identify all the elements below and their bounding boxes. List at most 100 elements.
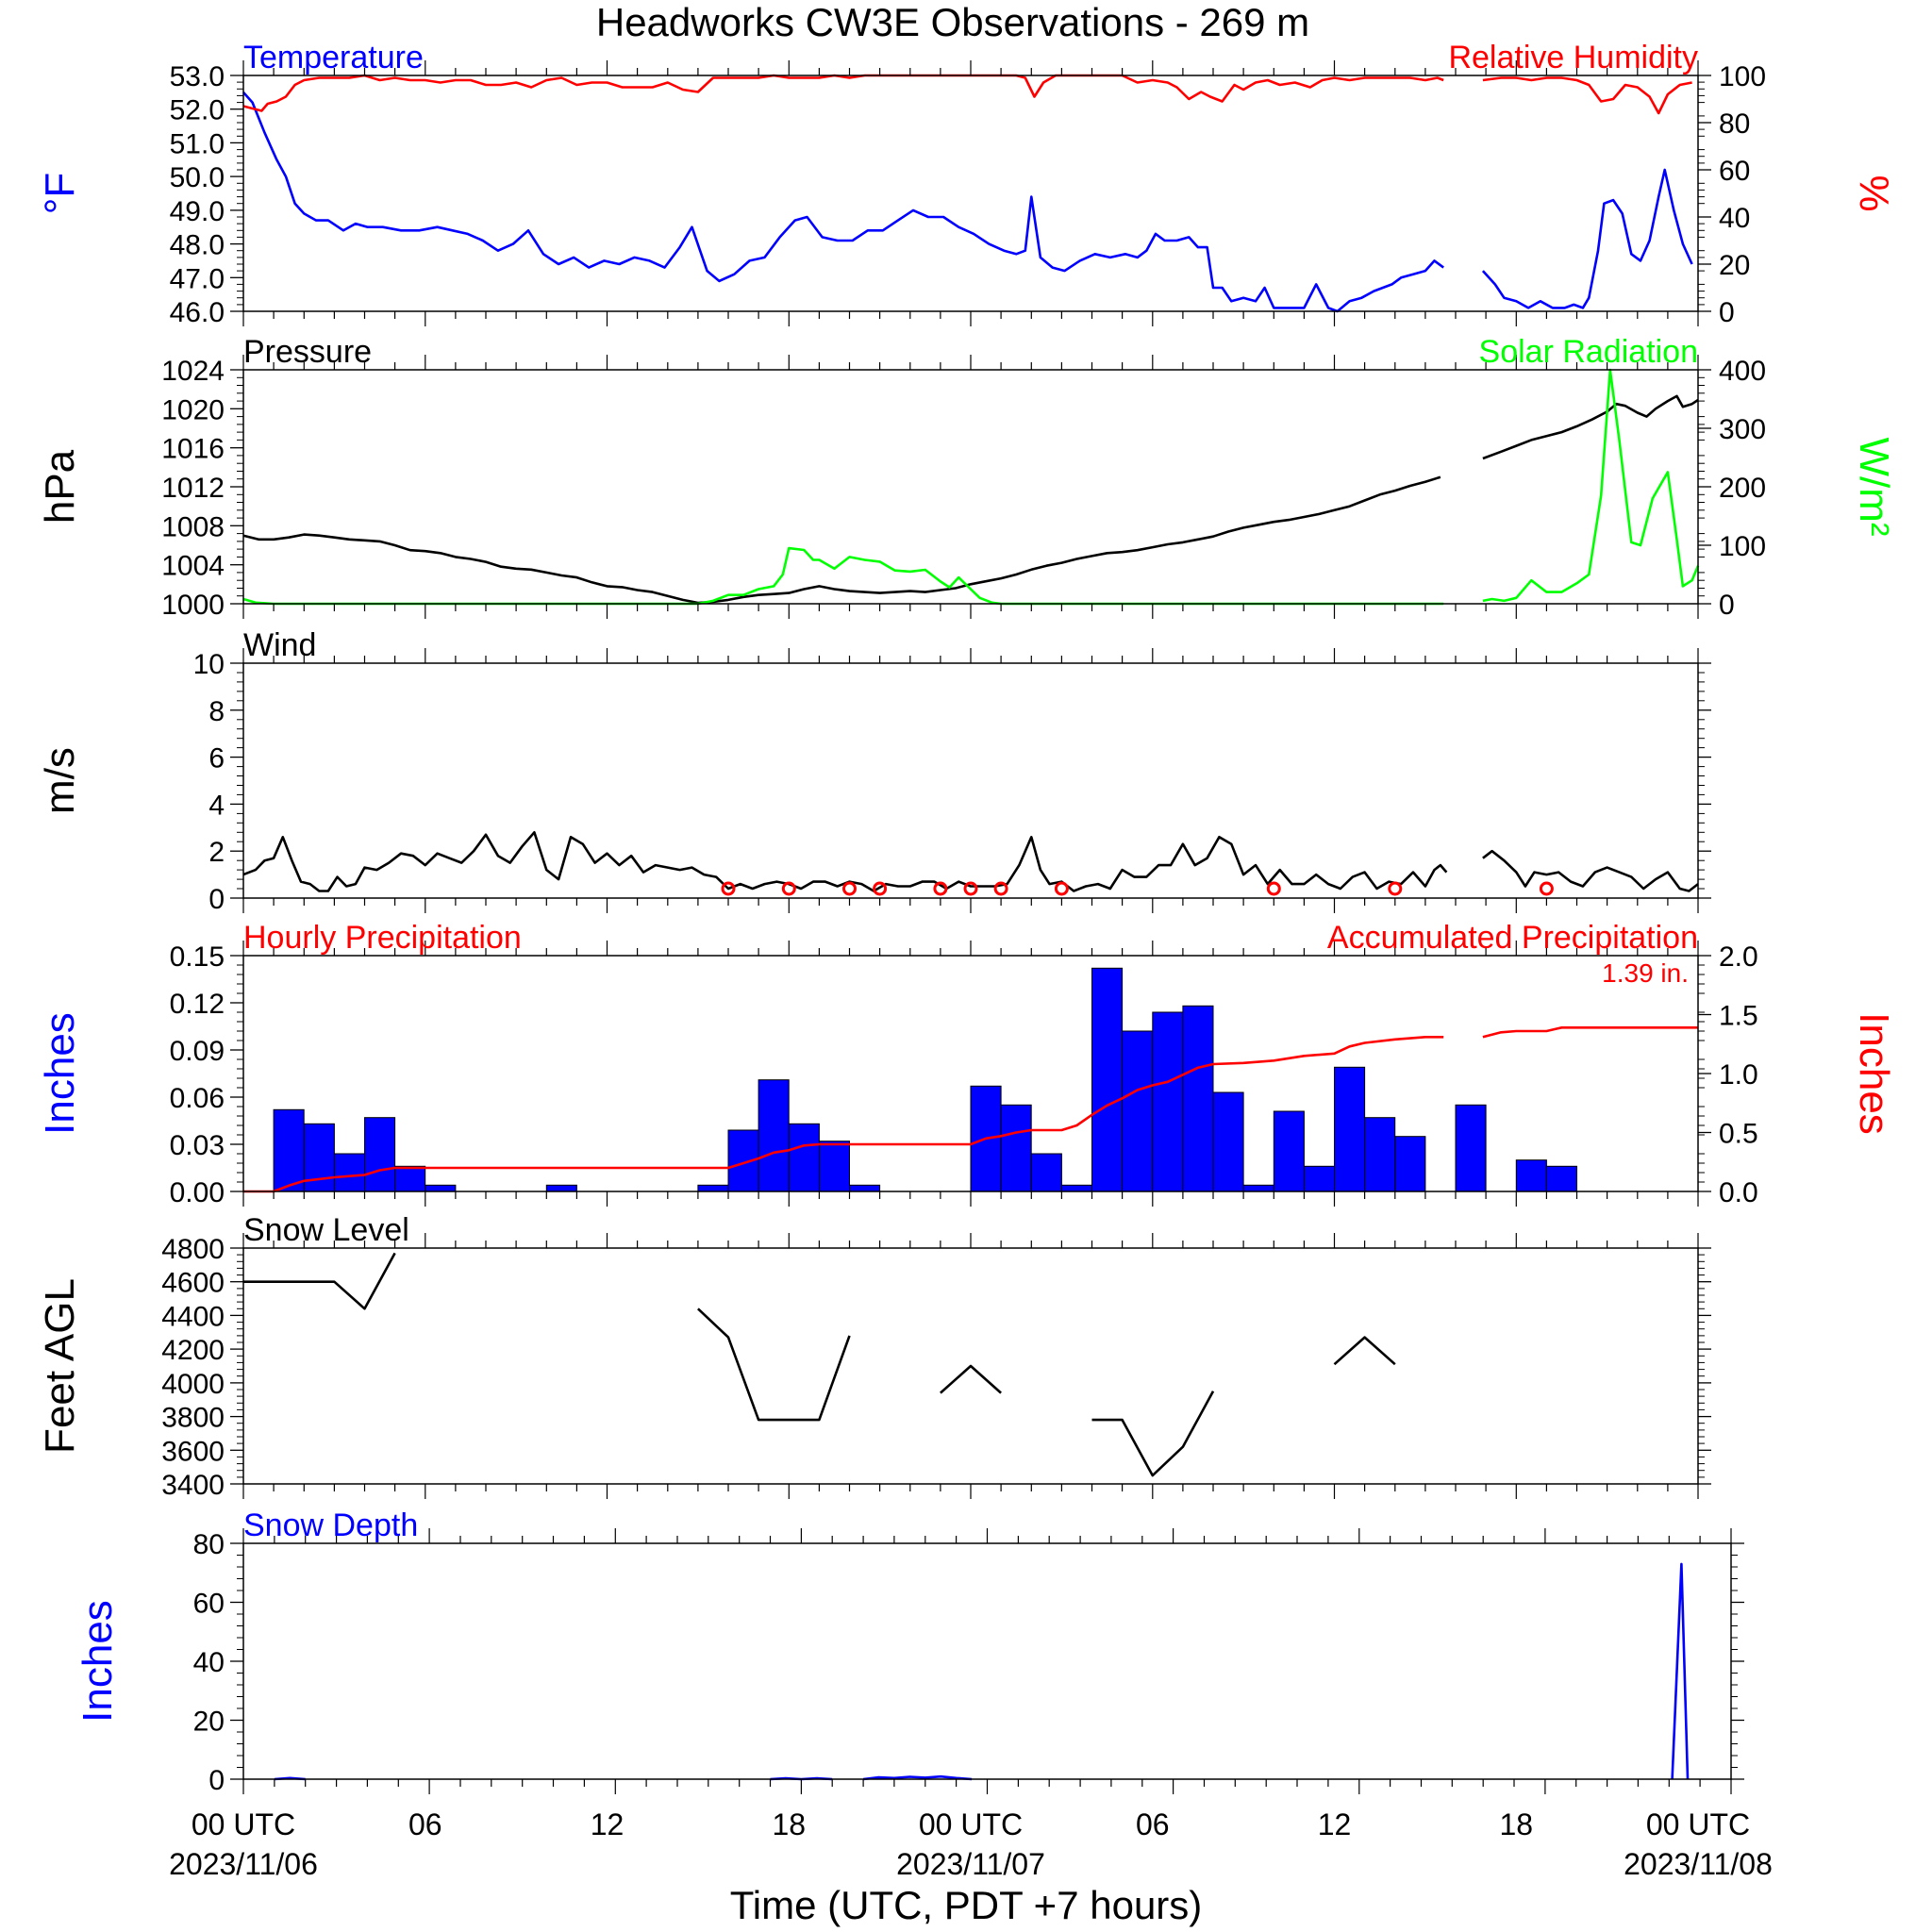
panel-frame	[242, 369, 1699, 605]
panel-temperature-humidity: 46.047.048.049.050.051.052.053.0 0 20 40 60 8…	[37, 40, 1897, 328]
right-tick-label: 80	[1719, 108, 1750, 140]
left-tick-label: 1020	[161, 394, 225, 425]
panel-pressure-solar: 1000 1004 1008 1012 1016 1020 1024 0 100 200 300 40…	[37, 334, 1897, 621]
x-tick-label: 00 UTC	[1646, 1807, 1750, 1841]
accumulated-total-label: 1.39 in.	[1602, 958, 1689, 988]
series-snow-level	[1091, 1391, 1215, 1477]
left-tick-label: 0.03	[170, 1130, 225, 1161]
right-tick-label: 2.0	[1719, 941, 1758, 973]
x-tick-label: 12	[1318, 1807, 1352, 1841]
series-wind	[1482, 849, 1699, 892]
precip-bar	[1394, 1136, 1426, 1192]
right-tick-label: 40	[1719, 203, 1750, 234]
left-tick-label: 10	[193, 649, 225, 680]
left-tick-label: 52.0	[170, 95, 225, 126]
left-tick-label: 3600	[161, 1436, 225, 1467]
left-tick-label: 0.15	[170, 941, 225, 973]
calm-wind-marker	[781, 881, 796, 896]
left-tick-label: 4	[208, 790, 225, 821]
calm-wind-marker	[1266, 881, 1281, 896]
left-tick-label: 4000	[161, 1369, 225, 1400]
right-axis-title: Inches	[1851, 1012, 1897, 1135]
right-tick-label: 100	[1719, 61, 1766, 92]
x-axis-labels: 00 UTC 2023/11/06 06 12 18 00 UTC 2023/11/07 06…	[169, 1807, 1773, 1881]
left-tick-label: 0.09	[170, 1036, 225, 1067]
x-tick-label: 12	[591, 1807, 625, 1841]
left-tick-label: 2	[208, 837, 225, 868]
series-relative-humidity	[242, 74, 1444, 112]
left-axis-title: Inches	[37, 1012, 83, 1135]
series-snow-level	[697, 1307, 851, 1422]
series-snow-level	[243, 1252, 396, 1310]
panel-frame	[242, 75, 1699, 312]
x-tick-label: 00 UTC	[192, 1807, 295, 1841]
panel-frame	[242, 1542, 1732, 1780]
precip-bar	[1182, 1005, 1214, 1192]
left-tick-label: 53.0	[170, 61, 225, 92]
x-tick-label: 06	[408, 1807, 442, 1841]
left-axis-title: hPa	[37, 449, 83, 524]
x-tick-label: 06	[1136, 1807, 1170, 1841]
left-tick-label: 0.06	[170, 1083, 225, 1114]
left-tick-label: 1008	[161, 511, 225, 542]
precip-bar	[273, 1108, 305, 1192]
left-tick-label: 4800	[161, 1234, 225, 1265]
right-tick-label: 100	[1719, 531, 1766, 562]
series-relative-humidity	[1482, 76, 1692, 115]
left-tick-label: 46.0	[170, 297, 225, 328]
panel-title-right: Relative Humidity	[1448, 40, 1698, 75]
series-pressure	[1482, 394, 1699, 460]
left-tick-label: 0	[208, 884, 225, 915]
panel-title-left: Snow Level	[243, 1212, 409, 1248]
precip-bar	[697, 1184, 729, 1192]
left-tick-label: 1000	[161, 590, 225, 621]
left-tick-label: 20	[193, 1707, 225, 1738]
precip-bar	[1030, 1153, 1062, 1192]
series-accumulated-precipitation	[1482, 1026, 1698, 1039]
precip-bar	[1455, 1104, 1487, 1192]
x-tick-label: 18	[1500, 1807, 1534, 1841]
right-tick-label: 0.5	[1719, 1119, 1758, 1150]
right-tick-label: 1.0	[1719, 1059, 1758, 1091]
left-tick-label: 48.0	[170, 230, 225, 261]
left-tick-label: 4200	[161, 1335, 225, 1366]
calm-wind-marker	[873, 881, 888, 896]
series-solar-radiation	[1482, 368, 1700, 603]
left-tick-label: 51.0	[170, 128, 225, 159]
precip-bar	[788, 1123, 820, 1192]
left-tick-label: 0.00	[170, 1177, 225, 1208]
right-tick-label: 200	[1719, 473, 1766, 504]
series-wind	[242, 831, 1448, 892]
precip-bar	[1545, 1165, 1578, 1192]
series-snow-level	[1333, 1336, 1396, 1366]
left-tick-label: 3400	[161, 1470, 225, 1501]
precip-bar	[1273, 1110, 1305, 1192]
left-tick-label: 40	[193, 1647, 225, 1678]
precip-bar	[1242, 1184, 1274, 1192]
panel-title-left: Wind	[243, 627, 316, 663]
figure-title: Headworks CW3E Observations - 269 m	[596, 0, 1309, 44]
series-snow-depth	[1671, 1562, 1690, 1780]
left-axis-title: °F	[37, 173, 83, 214]
x-tick-label: 18	[773, 1807, 807, 1841]
left-axis-title: Inches	[75, 1600, 121, 1723]
calm-wind-marker	[963, 881, 978, 896]
left-tick-label: 49.0	[170, 196, 225, 227]
panel-title-left: Snow Depth	[243, 1507, 418, 1543]
panel-wind: 0 2 4 6 8 10 Wind m/s	[37, 627, 1711, 915]
precip-bar	[1334, 1066, 1366, 1192]
precip-bar	[394, 1165, 426, 1192]
right-tick-label: 0.0	[1719, 1177, 1758, 1208]
precip-bar	[818, 1141, 851, 1192]
precip-bar	[425, 1184, 457, 1192]
precip-bar	[1060, 1184, 1093, 1192]
left-tick-label: 60	[193, 1589, 225, 1620]
x-axis-title: Time (UTC, PDT +7 hours)	[730, 1883, 1203, 1927]
precip-bar	[1515, 1159, 1547, 1192]
series-snow-level	[940, 1364, 1002, 1394]
calm-wind-marker	[721, 881, 736, 896]
calm-wind-marker	[842, 881, 857, 896]
precip-bar	[1212, 1091, 1244, 1192]
